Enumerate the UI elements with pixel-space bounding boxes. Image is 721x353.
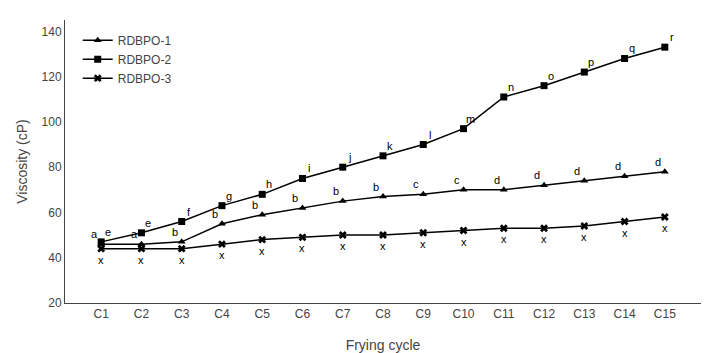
svg-text:b: b bbox=[333, 185, 339, 197]
svg-text:C9: C9 bbox=[416, 307, 432, 321]
svg-text:r: r bbox=[670, 31, 674, 43]
svg-text:120: 120 bbox=[42, 70, 62, 84]
svg-text:C14: C14 bbox=[614, 307, 636, 321]
svg-text:x: x bbox=[380, 240, 386, 252]
svg-text:a: a bbox=[91, 228, 98, 240]
svg-text:c: c bbox=[413, 178, 419, 190]
svg-text:e: e bbox=[145, 217, 151, 229]
svg-text:C13: C13 bbox=[573, 307, 595, 321]
svg-text:C4: C4 bbox=[214, 307, 230, 321]
svg-text:C3: C3 bbox=[174, 307, 190, 321]
svg-text:C2: C2 bbox=[134, 307, 150, 321]
svg-text:e: e bbox=[105, 226, 111, 238]
svg-text:x: x bbox=[340, 240, 346, 252]
svg-text:x: x bbox=[622, 227, 628, 239]
svg-text:d: d bbox=[534, 169, 540, 181]
svg-text:x: x bbox=[98, 254, 104, 266]
svg-text:RDBPO-2: RDBPO-2 bbox=[118, 53, 172, 67]
svg-text:20: 20 bbox=[48, 296, 62, 310]
svg-text:C7: C7 bbox=[335, 307, 351, 321]
svg-text:100: 100 bbox=[42, 115, 62, 129]
svg-text:i: i bbox=[308, 162, 310, 174]
svg-text:x: x bbox=[581, 231, 587, 243]
svg-text:x: x bbox=[501, 233, 507, 245]
svg-text:Frying cycle: Frying cycle bbox=[346, 337, 421, 353]
svg-text:b: b bbox=[292, 192, 298, 204]
svg-text:80: 80 bbox=[48, 160, 62, 174]
svg-text:j: j bbox=[348, 151, 351, 163]
svg-text:a: a bbox=[131, 228, 138, 240]
svg-text:b: b bbox=[172, 226, 178, 238]
svg-text:p: p bbox=[588, 56, 594, 68]
svg-text:f: f bbox=[187, 206, 191, 218]
svg-text:d: d bbox=[615, 160, 621, 172]
svg-text:b: b bbox=[252, 199, 258, 211]
svg-text:RDBPO-1: RDBPO-1 bbox=[118, 34, 172, 48]
svg-text:n: n bbox=[508, 81, 514, 93]
svg-text:d: d bbox=[574, 165, 580, 177]
svg-text:C5: C5 bbox=[255, 307, 271, 321]
svg-text:Viscosity (cP): Viscosity (cP) bbox=[14, 119, 30, 204]
svg-text:b: b bbox=[212, 208, 218, 220]
svg-text:140: 140 bbox=[42, 25, 62, 39]
svg-text:x: x bbox=[219, 249, 225, 261]
svg-text:x: x bbox=[299, 242, 305, 254]
svg-text:b: b bbox=[373, 181, 379, 193]
svg-text:C12: C12 bbox=[533, 307, 555, 321]
svg-text:40: 40 bbox=[48, 251, 62, 265]
svg-text:x: x bbox=[138, 254, 144, 266]
svg-text:60: 60 bbox=[48, 206, 62, 220]
svg-text:d: d bbox=[494, 174, 500, 186]
svg-text:l: l bbox=[429, 129, 431, 141]
svg-text:c: c bbox=[454, 174, 460, 186]
svg-text:C15: C15 bbox=[654, 307, 676, 321]
svg-text:x: x bbox=[541, 233, 547, 245]
svg-text:q: q bbox=[629, 42, 635, 54]
svg-text:x: x bbox=[461, 236, 467, 248]
svg-text:d: d bbox=[655, 156, 661, 168]
svg-text:C11: C11 bbox=[493, 307, 514, 321]
svg-text:o: o bbox=[548, 70, 554, 82]
svg-text:C8: C8 bbox=[375, 307, 391, 321]
svg-text:k: k bbox=[387, 140, 393, 152]
svg-text:g: g bbox=[226, 190, 232, 202]
svg-text:x: x bbox=[259, 245, 265, 257]
svg-text:RDBPO-3: RDBPO-3 bbox=[118, 72, 172, 86]
svg-text:h: h bbox=[266, 178, 272, 190]
svg-text:m: m bbox=[466, 113, 475, 125]
svg-text:C6: C6 bbox=[295, 307, 311, 321]
svg-text:x: x bbox=[179, 254, 185, 266]
svg-text:x: x bbox=[662, 222, 668, 234]
svg-text:C10: C10 bbox=[453, 307, 475, 321]
svg-text:x: x bbox=[420, 238, 426, 250]
svg-text:C1: C1 bbox=[93, 307, 109, 321]
